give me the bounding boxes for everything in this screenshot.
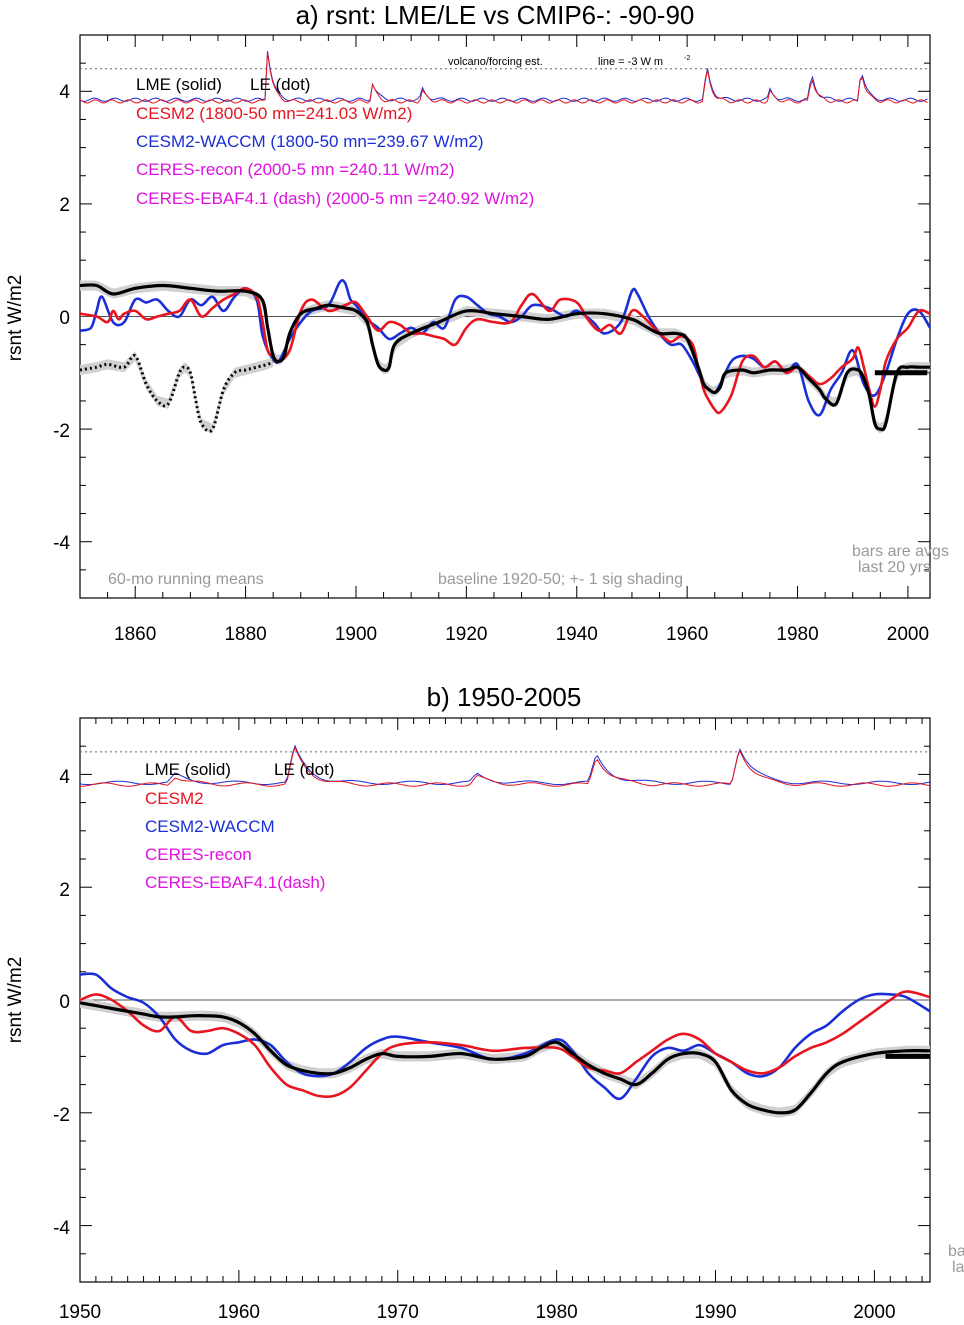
y-tick-label: 4 (59, 82, 70, 103)
y-tick-label: -4 (53, 533, 70, 554)
panel-a-legend-lme: LME (solid) (136, 75, 222, 94)
panel-b-legend-ceres-recon: CERES-recon (145, 845, 252, 864)
y-tick-label: -2 (53, 421, 70, 442)
forcing-trace-cesm2 (79, 52, 928, 104)
panel-a-legend-ceres-recon: CERES-recon (2000-5 mn =240.11 W/m2) (136, 160, 455, 179)
x-tick-label: 1980 (535, 1302, 577, 1323)
panel-b-legend-ceres-ebaf: CERES-EBAF4.1(dash) (145, 873, 325, 892)
x-tick-label: 1990 (694, 1302, 736, 1323)
sigma-shading (80, 351, 274, 434)
x-tick-label: 1860 (114, 624, 156, 645)
y-tick-label: -4 (53, 1218, 70, 1239)
panel-b-legend-waccm: CESM2-WACCM (145, 817, 275, 836)
x-tick-label: 1960 (218, 1302, 260, 1323)
y-tick-label: 2 (59, 880, 70, 901)
x-tick-label: 1900 (335, 624, 377, 645)
panel-a-line-note-sup: -2 (684, 55, 690, 62)
x-tick-label: 1950 (59, 1302, 101, 1323)
panel-a-bars-note-2: last 20 yrs (858, 559, 931, 576)
y-tick-label: 0 (59, 308, 70, 329)
x-tick-label: 1920 (445, 624, 487, 645)
series-line-cesm2 (79, 286, 931, 415)
panel-a-baseline-note: baseline 1920-50; +- 1 sig shading (438, 571, 683, 588)
x-tick-label: 1980 (776, 624, 818, 645)
panel-a-bars-note-1: bars are avgs (852, 543, 949, 560)
sigma-shading (80, 280, 930, 434)
x-tick-label: 1940 (556, 624, 598, 645)
panel-a-legend-le: LE (dot) (250, 75, 310, 94)
y-tick-label: 2 (59, 195, 70, 216)
series-line-le (79, 354, 274, 433)
x-tick-label: 2000 (887, 624, 929, 645)
panel-a-title: a) rsnt: LME/LE vs CMIP6-: -90-90 (296, 0, 695, 30)
panel-a-volcano-note: volcano/forcing est. (448, 56, 543, 68)
panel-b-legend-le: LE (dot) (274, 760, 334, 779)
y-tick-label: 0 (59, 992, 70, 1013)
panel-b-bars-note-2: la (952, 1259, 964, 1276)
x-tick-label: 1960 (666, 624, 708, 645)
series-line-cesm2 (79, 990, 931, 1099)
panel-a-line-note: line = -3 W m (598, 56, 663, 68)
panel-a-ylabel: rsnt W/m2 (5, 275, 26, 362)
panel-b-bars-note-1: ba (948, 1243, 964, 1260)
series-line-lme (79, 283, 930, 432)
x-tick-label: 1880 (224, 624, 266, 645)
forcing-trace-waccm (79, 51, 928, 102)
panel-a: a) rsnt: LME/LE vs CMIP6-: -90-90 rsnt W… (5, 0, 949, 645)
series-line-lme (79, 1001, 931, 1115)
series-line-waccm (79, 278, 932, 417)
panel-b-legend-lme: LME (solid) (145, 760, 231, 779)
panel-a-legend-ceres-ebaf: CERES-EBAF4.1 (dash) (2000-5 mn =240.92 … (136, 189, 534, 208)
forcing-trace-cesm2 (80, 746, 931, 787)
panel-a-running-note: 60-mo running means (108, 571, 264, 588)
y-tick-label: 4 (59, 767, 70, 788)
panel-b-legend-cesm2: CESM2 (145, 789, 204, 808)
x-tick-label: 1970 (377, 1302, 419, 1323)
series-line-waccm (79, 972, 931, 1101)
panel-b-title: b) 1950-2005 (427, 682, 582, 712)
panel-b-ylabel: rsnt W/m2 (5, 957, 26, 1044)
x-tick-label: 2000 (853, 1302, 895, 1323)
panel-b: b) 1950-2005 rsnt W/m2 4 2 0 -2 -4 1950 1960 19… (5, 682, 964, 1323)
y-tick-label: -2 (53, 1105, 70, 1126)
panel-a-legend-cesm2: CESM2 (1800-50 mn=241.03 W/m2) (136, 104, 412, 123)
forcing-trace-waccm (79, 744, 931, 786)
panel-a-legend-waccm: CESM2-WACCM (1800-50 mn=239.67 W/m2) (136, 132, 484, 151)
